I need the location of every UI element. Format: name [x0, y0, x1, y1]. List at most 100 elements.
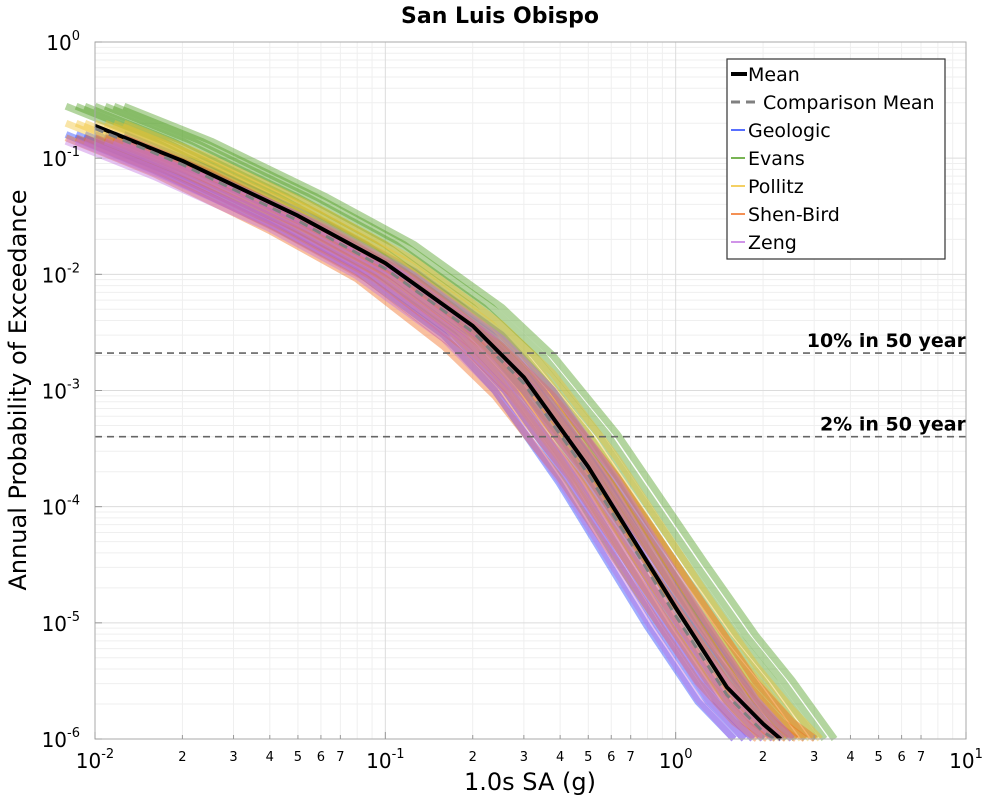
x-minor-tick-label: 6 — [607, 750, 615, 765]
legend-label: Pollitz — [748, 176, 804, 198]
series-bands — [64, 102, 838, 742]
tick-exponent: 1 — [975, 747, 983, 762]
y-axis-label: Annual Probability of Exceedance — [4, 189, 32, 590]
tick-base: 10 — [42, 496, 67, 520]
legend-entry-pollitz: Pollitz — [731, 176, 804, 198]
tick-base: 10 — [659, 749, 684, 773]
series-curve — [64, 119, 765, 742]
series-curve — [83, 137, 756, 742]
tick-exponent: -1 — [392, 747, 405, 762]
x-minor-tick-label: 4 — [846, 750, 854, 765]
x-minor-tick-label: 7 — [917, 750, 925, 765]
y-tick-label: 10-2 — [42, 261, 80, 287]
series-curve — [122, 119, 823, 742]
x-minor-tick-label: 6 — [317, 750, 325, 765]
legend-label: Geologic — [748, 120, 831, 142]
y-tick-label: 10-4 — [42, 494, 80, 520]
series-curve — [93, 131, 766, 742]
x-minor-tick-label: 5 — [294, 750, 302, 765]
series-curve — [74, 134, 770, 742]
series-curve — [83, 131, 756, 742]
x-minor-tick-label: 3 — [520, 750, 528, 765]
x-minor-tick-label: 4 — [556, 750, 564, 765]
series-curve — [112, 119, 813, 742]
tick-base: 10 — [42, 147, 67, 171]
series-curve — [64, 134, 760, 742]
x-minor-tick-label: 2 — [469, 750, 477, 765]
x-minor-tick-label: 3 — [810, 750, 818, 765]
tick-exponent: -6 — [67, 726, 80, 741]
tick-base: 10 — [42, 612, 67, 636]
legend-label: Mean — [748, 64, 800, 86]
legend-entry-comparison-mean: Comparison Mean — [731, 92, 935, 114]
tick-base: 10 — [76, 749, 101, 773]
series-curve — [64, 102, 780, 742]
tick-base: 10 — [949, 749, 974, 773]
legend-label: Evans — [748, 148, 805, 170]
reference-line-label: 2% in 50 year — [820, 414, 967, 436]
mean-lines — [94, 123, 783, 741]
x-axis-label: 1.0s SA (g) — [464, 768, 596, 796]
series-curve — [103, 102, 819, 742]
x-minor-tick-label: 3 — [229, 750, 237, 765]
series-curve — [112, 137, 785, 742]
mean-line — [94, 123, 783, 741]
reference-line-label: 10% in 50 year — [807, 330, 967, 352]
tick-base: 10 — [366, 749, 391, 773]
series-curve — [93, 137, 766, 742]
series-curve — [64, 131, 737, 742]
series-curve — [83, 102, 799, 742]
x-tick-label: 100 — [659, 747, 693, 773]
y-tick-label: 10-6 — [42, 726, 80, 752]
tick-exponent: -2 — [101, 747, 114, 762]
x-minor-tick-label: 5 — [584, 750, 592, 765]
tick-exponent: -4 — [67, 494, 80, 509]
x-minor-tick-label: 7 — [627, 750, 635, 765]
tick-exponent: 0 — [684, 747, 692, 762]
y-tick-label: 100 — [46, 29, 80, 55]
series-curve — [74, 137, 747, 742]
series-curve — [93, 102, 809, 742]
legend-entry-mean: Mean — [731, 64, 800, 86]
y-tick-label: 10-5 — [42, 610, 80, 636]
tick-base: 10 — [42, 263, 67, 287]
x-minor-tick-label: 2 — [759, 750, 767, 765]
legend-label: Shen-Bird — [748, 204, 840, 226]
legend-label: Zeng — [748, 232, 797, 254]
legend: Mean Comparison Mean Geologic Evans Pollitz S… — [726, 58, 946, 260]
series-curve — [74, 131, 747, 742]
legend-entry-geologic: Geologic — [731, 120, 831, 142]
x-minor-tick-label: 4 — [266, 750, 274, 765]
x-tick-label: 10-2 — [76, 747, 114, 773]
y-tick-label: 10-3 — [42, 378, 80, 404]
tick-base: 10 — [46, 31, 71, 55]
x-tick-label: 10-1 — [366, 747, 404, 773]
tick-exponent: -5 — [67, 610, 80, 625]
legend-label: Comparison Mean — [763, 92, 935, 114]
comparison-mean-line — [94, 127, 776, 741]
legend-entry-shen-bird: Shen-Bird — [731, 204, 840, 226]
series-curve — [122, 102, 838, 742]
x-minor-tick-label: 6 — [897, 750, 905, 765]
x-minor-tick-label: 7 — [336, 750, 344, 765]
tick-base: 10 — [42, 728, 67, 752]
legend-entry-evans: Evans — [731, 148, 805, 170]
chart-title: San Luis Obispo — [401, 4, 599, 29]
series-curve — [122, 131, 795, 742]
tick-exponent: 0 — [72, 29, 80, 44]
x-tick-label: 101 — [949, 747, 983, 773]
reference-lines: 10% in 50 year 2% in 50 year — [95, 330, 967, 438]
series-curve — [93, 134, 789, 742]
tick-exponent: -2 — [67, 261, 80, 276]
tick-exponent: -3 — [67, 378, 80, 393]
series-curve — [103, 119, 804, 742]
series-curve — [112, 102, 828, 742]
series-curve — [103, 134, 799, 742]
tick-exponent: -1 — [67, 145, 80, 160]
y-tick-label: 10-1 — [42, 145, 80, 171]
legend-entry-zeng: Zeng — [731, 232, 797, 254]
series-curve — [93, 119, 794, 742]
